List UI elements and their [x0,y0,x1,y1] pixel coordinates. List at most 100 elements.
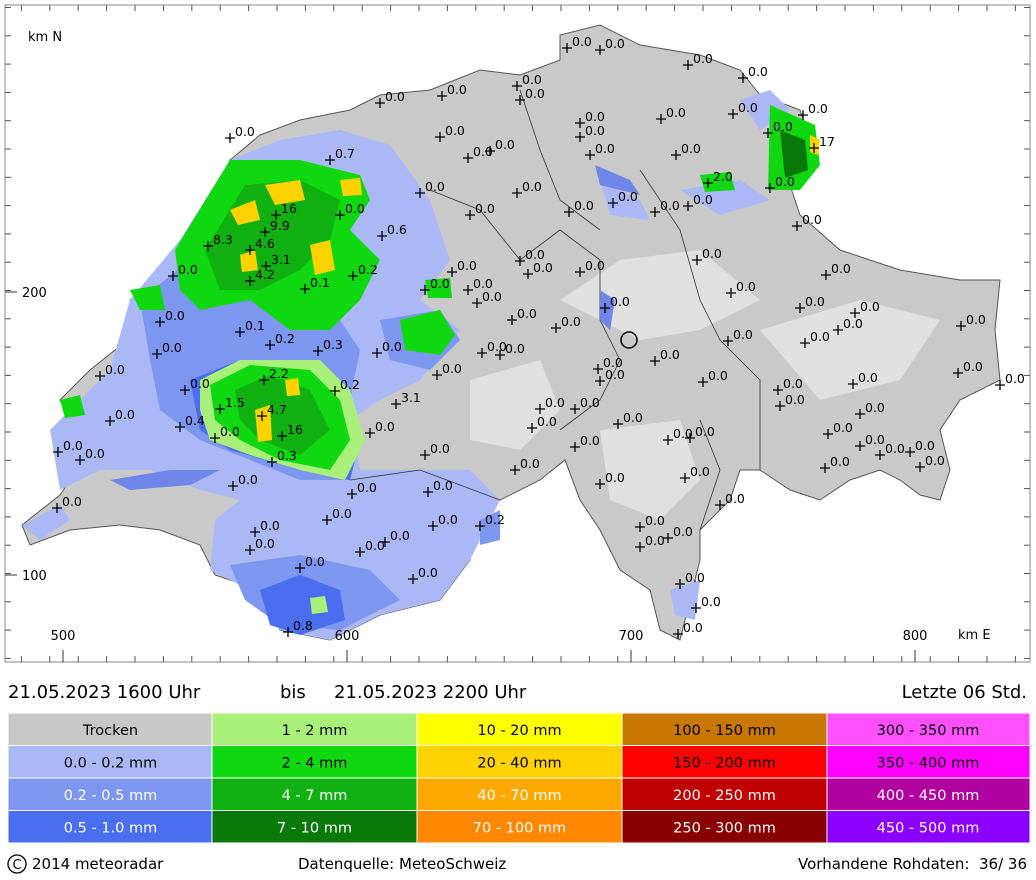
station-value: 0.2 [340,377,360,392]
station-marker [763,128,773,138]
station-marker [855,409,865,419]
station-marker [575,118,585,128]
station-marker [595,479,605,489]
station-marker [848,379,858,389]
precip-yellow [230,135,820,442]
station-value: 0.0 [473,144,493,159]
station-value: 0.0 [681,141,701,156]
station-value: 0.0 [645,533,665,548]
station-marker [683,60,693,70]
legend-swatch [7,810,214,844]
copyright: 2014 meteoradar [32,855,164,873]
station-value: 0.0 [473,276,493,291]
station-marker [375,98,385,108]
station-value: 0.7 [335,146,355,161]
station-marker [377,231,387,241]
station-marker [380,537,390,547]
station-value: 0.0 [62,494,82,509]
station-value: 0.4 [185,413,205,428]
station-marker [415,188,425,198]
station-marker [295,563,305,573]
station-marker [698,377,708,387]
station-value: 0.0 [645,513,665,528]
station-marker [225,133,235,143]
legend-swatch [211,810,418,844]
station-marker [570,442,580,452]
station-value: 0.0 [561,314,581,329]
station-marker [261,261,271,271]
station-marker [650,356,660,366]
station-marker [437,91,447,101]
legend-swatch [416,777,623,811]
station-value: 0.0 [673,524,693,539]
period-to: 21.05.2023 2200 Uhr [334,682,527,703]
station-marker [875,450,885,460]
station-value: 0.0 [693,192,713,207]
station-marker [956,321,966,331]
station-marker [420,450,430,460]
station-value: 4.2 [255,267,275,282]
station-marker [408,574,418,584]
legend-label: 0.2 - 0.5 mm [64,788,157,804]
station-marker [915,462,925,472]
period-bis: bis [280,682,306,703]
station-value: 0.0 [365,538,385,553]
station-marker [809,143,819,153]
lakes [110,165,640,490]
station-marker [75,455,85,465]
station-marker [428,521,438,531]
station-value: 0.0 [522,179,542,194]
station-marker [855,441,865,451]
station-value: 0.0 [683,620,703,635]
station-marker [703,178,713,188]
station-value: 0.1 [310,275,330,290]
station-marker [635,542,645,552]
station-value: 0.8 [293,618,313,633]
legend-label: 200 - 250 mm [673,788,776,804]
station-value: 0.0 [605,470,625,485]
station-value: 0.0 [255,536,275,551]
station-value: 0.0 [623,410,643,425]
station-value: 0.0 [805,294,825,309]
station-marker [671,150,681,160]
station-value: 0.0 [505,341,525,356]
station-marker [564,207,574,217]
legend: Trocken 0.0 - 0.2 mm 0.2 - 0.5 mm 0.5 - 1.0… [7,712,1031,844]
station-value: 0.0 [690,464,710,479]
station-value: 0.0 [235,124,255,139]
station-marker [465,210,475,220]
station-marker [472,298,482,308]
station-marker [475,521,485,531]
station-value: 0.0 [830,454,850,469]
legend-swatch [621,745,828,779]
station-value: 0.0 [572,34,592,49]
legend-label: 350 - 400 mm [877,756,980,772]
station-value: 0.0 [385,89,405,104]
station-value: 9.9 [270,218,290,233]
station-marker [663,435,673,445]
legend-swatch [211,712,418,746]
station-value: 0.0 [430,441,450,456]
legend-swatch [211,745,418,779]
station-value: 0.0 [357,480,377,495]
station-marker [850,308,860,318]
legend-label: 20 - 40 mm [477,756,561,772]
station-value: 0.0 [585,109,605,124]
station-value: 0.3 [277,448,297,463]
station-value: 3.1 [401,390,421,405]
station-value: 0.0 [865,432,885,447]
legend-swatch [826,777,1031,811]
station-value: 0.0 [748,64,768,79]
station-marker [820,463,830,473]
station-marker [512,81,522,91]
station-value: 0.0 [660,347,680,362]
station-value: 0.0 [165,308,185,323]
legend-label: 7 - 10 mm [277,821,352,837]
station-marker [527,423,537,433]
station-marker [210,433,220,443]
station-value: 0.0 [475,201,495,216]
legend-swatch [416,712,623,746]
station-value: 0.0 [390,528,410,543]
station-value: 0.0 [733,327,753,342]
